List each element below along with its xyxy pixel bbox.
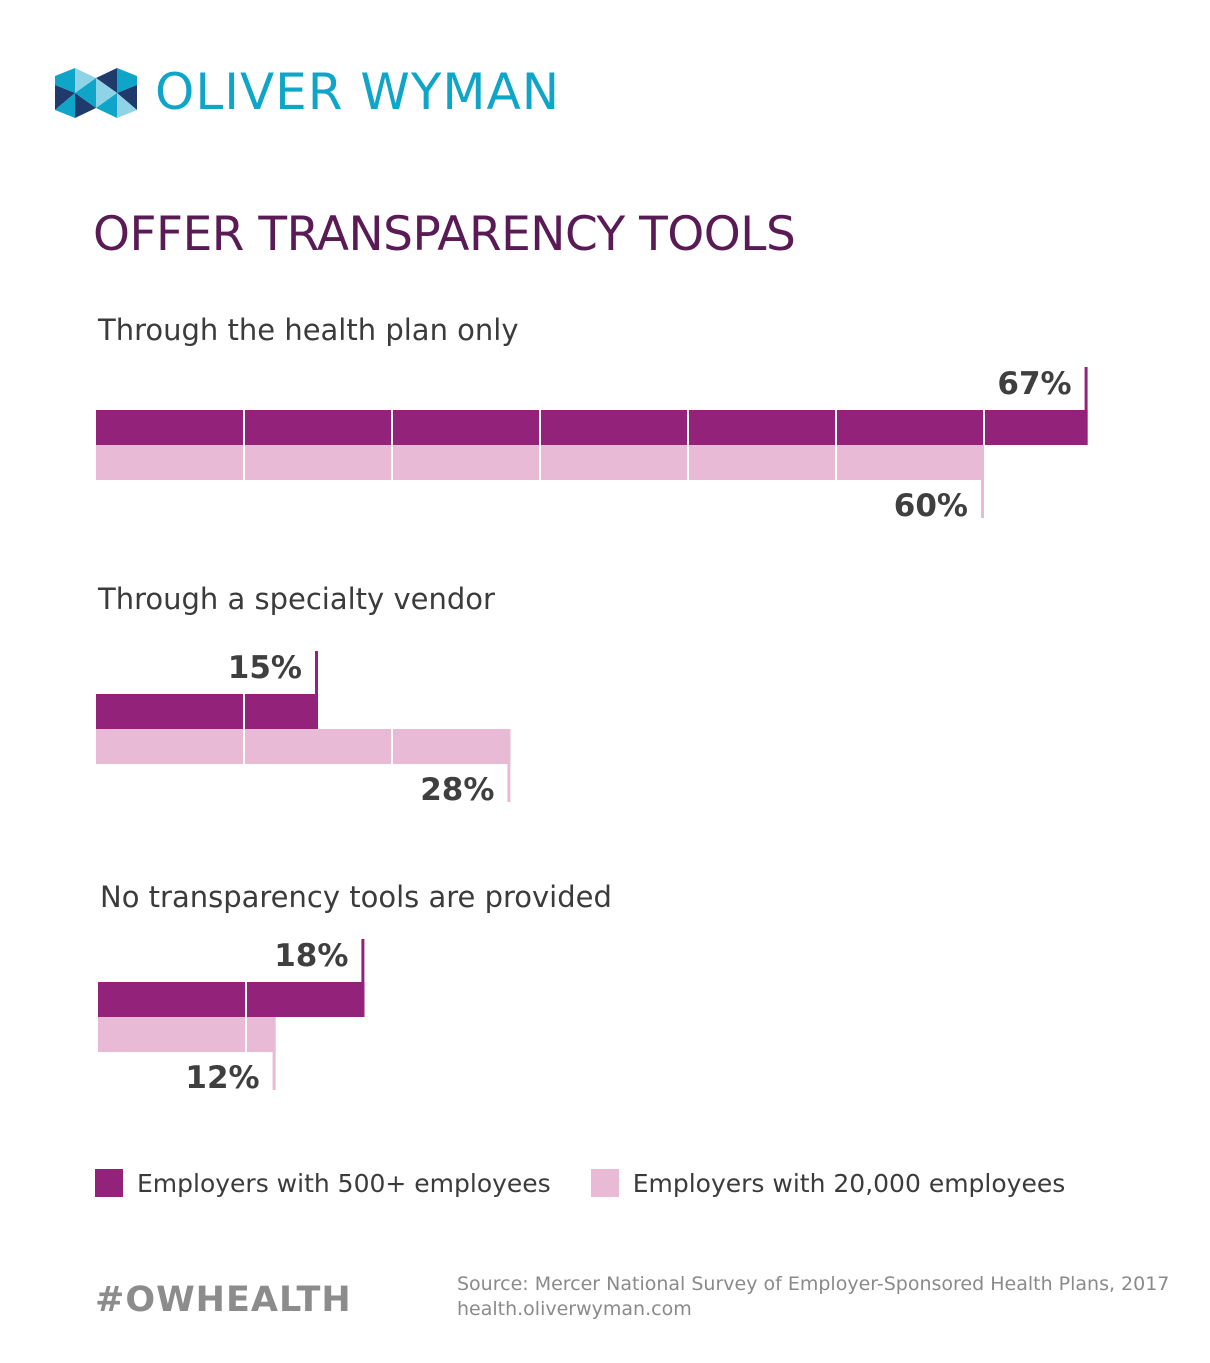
bar-specialty-vendor-20000 bbox=[96, 729, 511, 764]
legend-swatch-500-plus bbox=[95, 1169, 123, 1197]
value-label-specialty-vendor-20000: 28% bbox=[420, 772, 494, 808]
bar-health-plan-500-plus bbox=[96, 410, 1088, 445]
logo-wordmark: OLIVER WYMAN bbox=[155, 63, 561, 121]
legend-item-20000: Employers with 20,000 employees bbox=[590, 1168, 1066, 1198]
value-label-health-plan-20000: 60% bbox=[894, 488, 968, 524]
legend-label-20000: Employers with 20,000 employees bbox=[632, 1168, 1066, 1198]
legend-swatch-20000 bbox=[590, 1169, 619, 1197]
value-label-health-plan-500-plus: 67% bbox=[997, 366, 1071, 402]
category-label-no-tools: No transparency tools are provided bbox=[100, 880, 612, 914]
value-label-specialty-vendor-500-plus: 15% bbox=[228, 650, 302, 686]
chart-legend: Employers with 500+ employees Employers … bbox=[95, 1166, 1105, 1200]
legend-label-500-plus: Employers with 500+ employees bbox=[137, 1168, 551, 1198]
bar-no-tools-500-plus bbox=[98, 982, 365, 1017]
source-text: Source: Mercer National Survey of Employ… bbox=[457, 1273, 1170, 1295]
oliver-wyman-logo-mark-icon bbox=[55, 68, 137, 118]
value-label-no-tools-20000: 12% bbox=[185, 1060, 259, 1096]
category-label-specialty-vendor: Through a specialty vendor bbox=[98, 582, 495, 616]
bar-specialty-vendor-500-plus bbox=[96, 694, 318, 729]
oliver-wyman-logo: OLIVER WYMAN bbox=[55, 63, 615, 121]
source-note: Source: Mercer National Survey of Employ… bbox=[457, 1272, 1169, 1322]
category-label-health-plan: Through the health plan only bbox=[98, 313, 519, 347]
website-text: health.oliverwyman.com bbox=[457, 1298, 692, 1320]
value-label-no-tools-500-plus: 18% bbox=[274, 938, 348, 974]
hashtag: #OWHEALTH bbox=[95, 1280, 352, 1320]
bar-no-tools-20000 bbox=[98, 1017, 276, 1052]
chart-title: OFFER TRANSPARENCY TOOLS bbox=[93, 207, 796, 262]
legend-item-500-plus: Employers with 500+ employees bbox=[95, 1169, 551, 1198]
